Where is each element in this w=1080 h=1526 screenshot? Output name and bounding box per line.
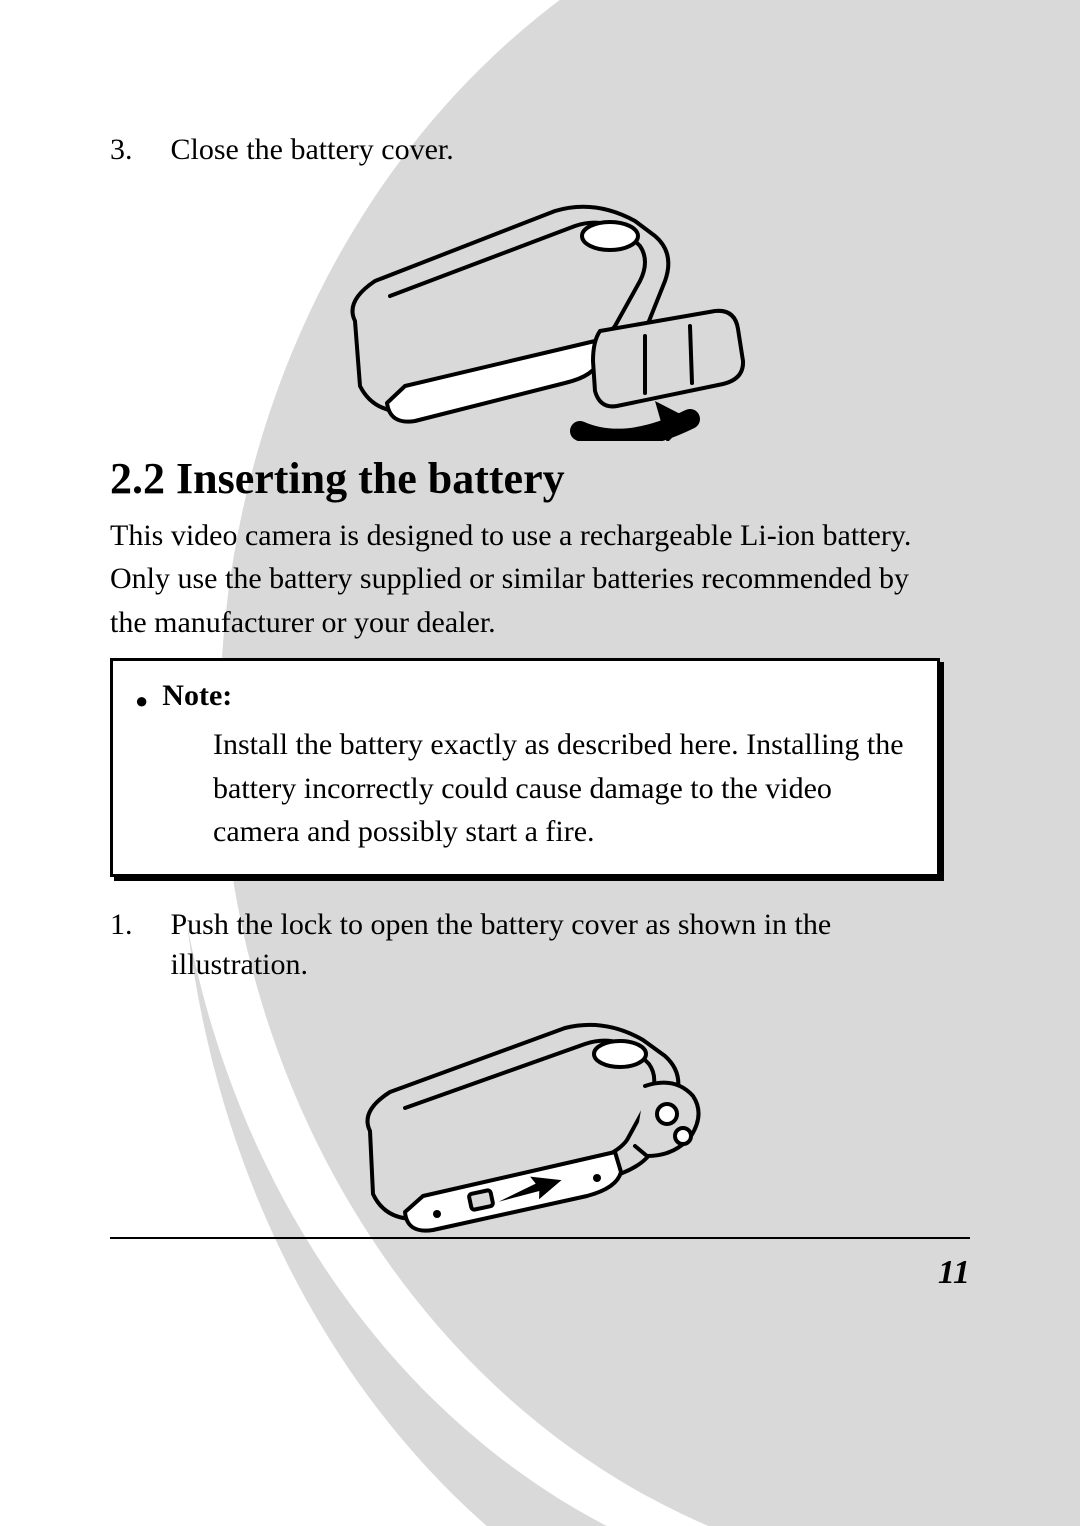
manual-page: 3. Close the battery cover.: [0, 0, 1080, 1526]
note-body: Install the battery exactly as described…: [213, 723, 915, 854]
page-number: 11: [938, 1254, 970, 1292]
note-colon: :: [222, 679, 232, 712]
page-content: 3. Close the battery cover.: [110, 130, 940, 1248]
step-3-number: 3.: [110, 130, 133, 171]
step-1: 1. Push the lock to open the battery cov…: [110, 905, 940, 986]
figure-open-cover: [110, 996, 940, 1236]
step-1-number: 1.: [110, 905, 133, 986]
section-intro: This video camera is designed to use a r…: [110, 514, 940, 645]
camera-close-cover-illustration: [295, 181, 755, 441]
step-3-text: Close the battery cover.: [171, 130, 941, 171]
note-label: Note: [162, 679, 222, 712]
section-heading: 2.2 Inserting the battery: [110, 453, 940, 504]
note-box: ● Note: Install the battery exactly as d…: [110, 658, 940, 877]
step-3: 3. Close the battery cover.: [110, 130, 940, 171]
note-header-row: ● Note:: [135, 679, 915, 719]
figure-close-cover: [110, 181, 940, 441]
note-bullet-icon: ●: [135, 679, 148, 719]
step-1-text: Push the lock to open the battery cover …: [171, 905, 941, 986]
camera-open-cover-illustration: [315, 996, 735, 1236]
